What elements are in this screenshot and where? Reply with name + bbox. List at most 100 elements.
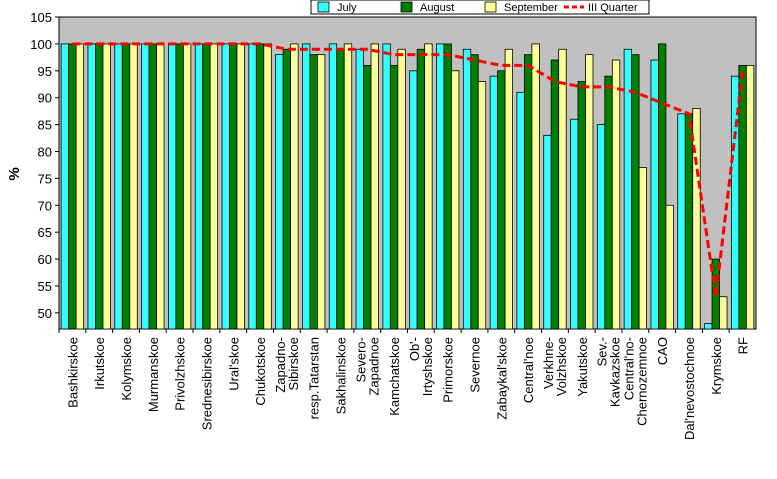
x-tick-label: Kavkazskoe xyxy=(608,337,623,407)
bar-august xyxy=(175,43,184,330)
bar-august xyxy=(202,43,211,330)
y-tick-label: 55 xyxy=(38,279,52,294)
legend-item-september: September xyxy=(484,1,558,14)
bar-september xyxy=(531,43,540,330)
y-tick-label: 90 xyxy=(38,91,52,106)
bar-july xyxy=(141,43,150,330)
bar-july xyxy=(221,43,230,330)
bar-august xyxy=(68,43,77,330)
y-tick-label: 60 xyxy=(38,252,52,267)
x-tick-label: Primorskoe xyxy=(441,337,456,403)
bar-september xyxy=(745,65,755,330)
bar-september xyxy=(129,43,138,330)
x-tick-label: CAO xyxy=(655,337,670,365)
bar-september xyxy=(236,43,245,330)
bar-september xyxy=(343,43,353,330)
bar-august xyxy=(497,70,506,330)
bar-august xyxy=(550,59,560,330)
legend[interactable]: July August September III Quarter xyxy=(310,0,650,15)
bar-july xyxy=(677,113,686,330)
x-tick-label: Zabaykal'skoe xyxy=(494,337,509,420)
x-tick-label: Chernozemnoe xyxy=(634,337,649,426)
x-tick-label: Sev.- xyxy=(595,337,610,366)
bar-july xyxy=(570,118,579,330)
y-axis-label: % xyxy=(6,167,23,180)
bar-august xyxy=(631,54,640,330)
bar-august xyxy=(282,48,292,330)
bar-august xyxy=(604,75,613,330)
bar-august xyxy=(336,48,345,330)
bar-september xyxy=(665,204,674,330)
x-tick-label: Srednesibirskoe xyxy=(199,337,214,430)
bar-september xyxy=(638,167,648,330)
x-tick-label: Central'noe xyxy=(521,337,536,403)
bar-september xyxy=(558,48,567,330)
y-tick-label: 85 xyxy=(38,118,52,133)
quarter-line-layer xyxy=(72,42,745,297)
x-tick-label: Kamchatskoe xyxy=(387,337,402,416)
x-tick-label: Volzhskoe xyxy=(554,337,569,396)
bar-september xyxy=(477,81,487,330)
bar-july xyxy=(60,43,70,330)
bar-september xyxy=(102,43,111,330)
legend-swatch xyxy=(400,1,413,13)
y-tick-label: 100 xyxy=(30,37,52,52)
x-tick-label: Privolzhskoe xyxy=(173,337,188,411)
bar-august xyxy=(470,54,479,330)
legend-box xyxy=(310,0,650,15)
bar-july xyxy=(167,43,177,330)
bar-july xyxy=(382,43,391,330)
x-tick-label: Chukotskoe xyxy=(253,337,268,406)
bar-september xyxy=(370,43,379,330)
bar-july xyxy=(596,124,606,330)
x-tick-label: Verkhne- xyxy=(541,337,556,389)
bar-september xyxy=(504,48,513,330)
bar-september xyxy=(75,43,85,330)
x-tick-label: RF xyxy=(736,337,751,354)
bar-august xyxy=(738,65,747,330)
bar-july xyxy=(355,48,364,330)
x-tick-label: resp.Tatarstan xyxy=(307,337,322,419)
x-tick-label: Dal'nevostochnoe xyxy=(682,337,697,440)
x-tick-label: Irkutskoe xyxy=(92,337,107,390)
bar-july xyxy=(302,43,311,330)
y-tick-label: 105 xyxy=(30,10,52,25)
bar-september xyxy=(451,70,460,330)
bar-july xyxy=(248,43,257,330)
bar-august xyxy=(416,48,426,330)
bar-july xyxy=(194,43,204,330)
bar-september xyxy=(611,59,621,330)
legend-label: September xyxy=(504,2,558,14)
bar-august xyxy=(309,54,318,330)
bar-august xyxy=(577,81,586,330)
x-tick-label: Sakhalinskoe xyxy=(334,337,349,414)
legend-label: August xyxy=(420,2,454,14)
x-tick-label: Severnoe xyxy=(468,337,483,393)
bar-august xyxy=(148,43,157,330)
x-tick-label: Ural'skoe xyxy=(226,337,241,391)
bar-august xyxy=(121,43,131,330)
bar-september xyxy=(317,54,326,330)
legend-swatch xyxy=(317,1,330,13)
bar-july xyxy=(436,43,445,330)
bar-july xyxy=(87,43,96,330)
bar-september xyxy=(692,108,701,330)
x-tick-label: Kolymskoe xyxy=(119,337,134,401)
bar-july xyxy=(489,75,498,330)
x-tick-label: Sibirskoe xyxy=(286,337,301,390)
x-tick-label: Severo- xyxy=(353,337,368,383)
bar-august xyxy=(443,43,452,330)
x-tick-label: Bashkirskoe xyxy=(65,337,80,408)
bar-july xyxy=(275,54,284,330)
bar-july xyxy=(409,70,418,330)
x-tick-label: Zapadno- xyxy=(273,337,288,393)
x-tick-label: Ob'- xyxy=(407,337,422,361)
bar-september xyxy=(263,43,272,330)
bar-august xyxy=(255,43,265,330)
legend-item-july: July xyxy=(317,1,357,14)
x-tick-label: Murmanskoe xyxy=(146,337,161,412)
bar-august xyxy=(389,65,399,330)
x-tick-label: Irtyshskoe xyxy=(420,337,435,396)
bar-august xyxy=(658,43,667,330)
